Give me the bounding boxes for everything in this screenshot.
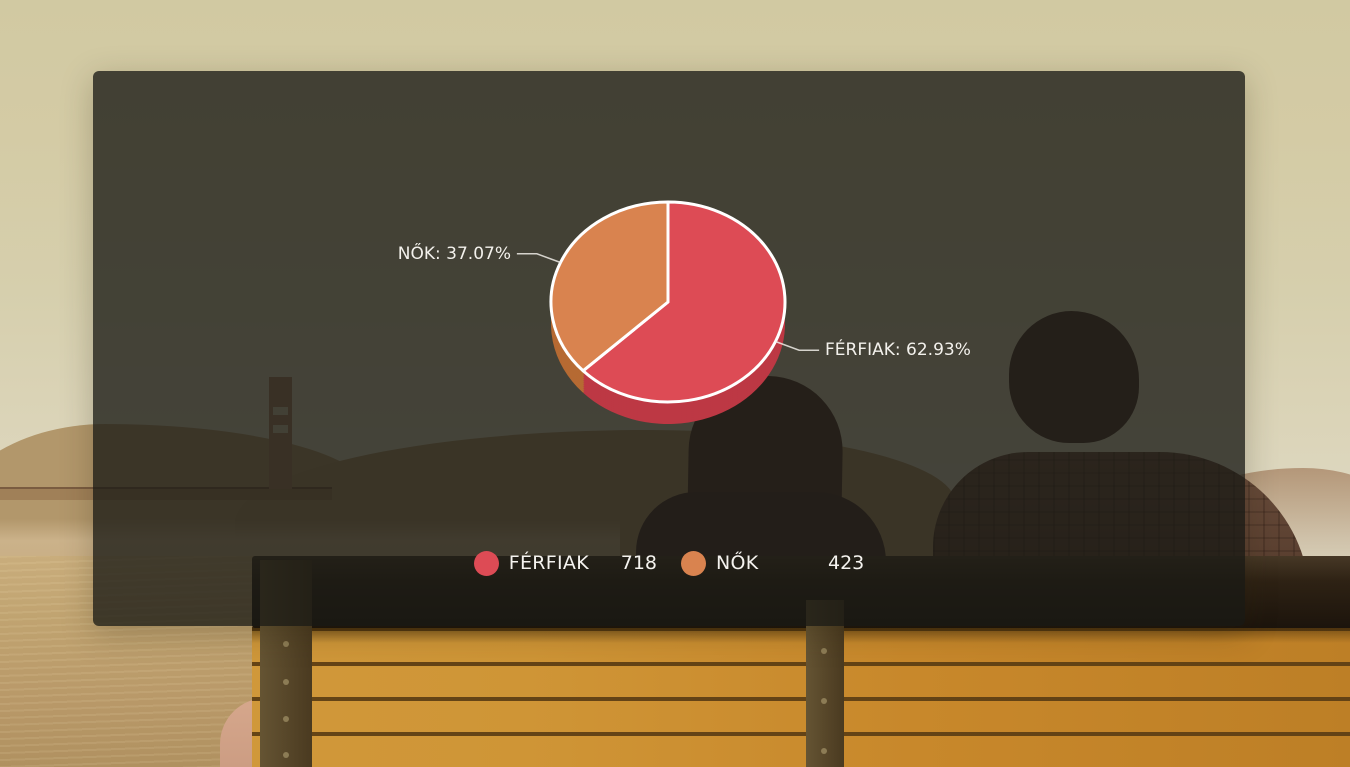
- legend-value-ferfiak: 718: [620, 552, 657, 574]
- legend-item-nok[interactable]: NŐK 423: [681, 550, 865, 576]
- pie-label-nok: NŐK: 37.07%: [397, 244, 511, 264]
- legend-label-ferfiak: FÉRFIAK: [508, 552, 589, 574]
- pie-callout-line-ferfiak: [775, 340, 820, 351]
- pie-callout-line-nok: [516, 253, 561, 264]
- legend-item-ferfiak[interactable]: FÉRFIAK 718: [473, 550, 657, 576]
- pie-slice-nok[interactable]: [549, 200, 670, 373]
- pie-label-ferfiak: FÉRFIAK: 62.93%: [825, 340, 971, 360]
- bench-post-middle: [806, 600, 844, 767]
- legend-label-nok: NŐK: [716, 552, 759, 574]
- chart-legend: FÉRFIAK 718 NŐK 423: [93, 549, 1245, 577]
- chart-panel: NŐK: 37.07% FÉRFIAK: 62.93% FÉRFIAK 718 …: [93, 71, 1245, 626]
- bench-slats: [252, 627, 1350, 767]
- legend-swatch-ferfiak: [473, 550, 499, 576]
- pie-chart[interactable]: [93, 71, 1245, 626]
- legend-swatch-nok: [681, 550, 706, 576]
- legend-value-nok: 423: [828, 552, 865, 574]
